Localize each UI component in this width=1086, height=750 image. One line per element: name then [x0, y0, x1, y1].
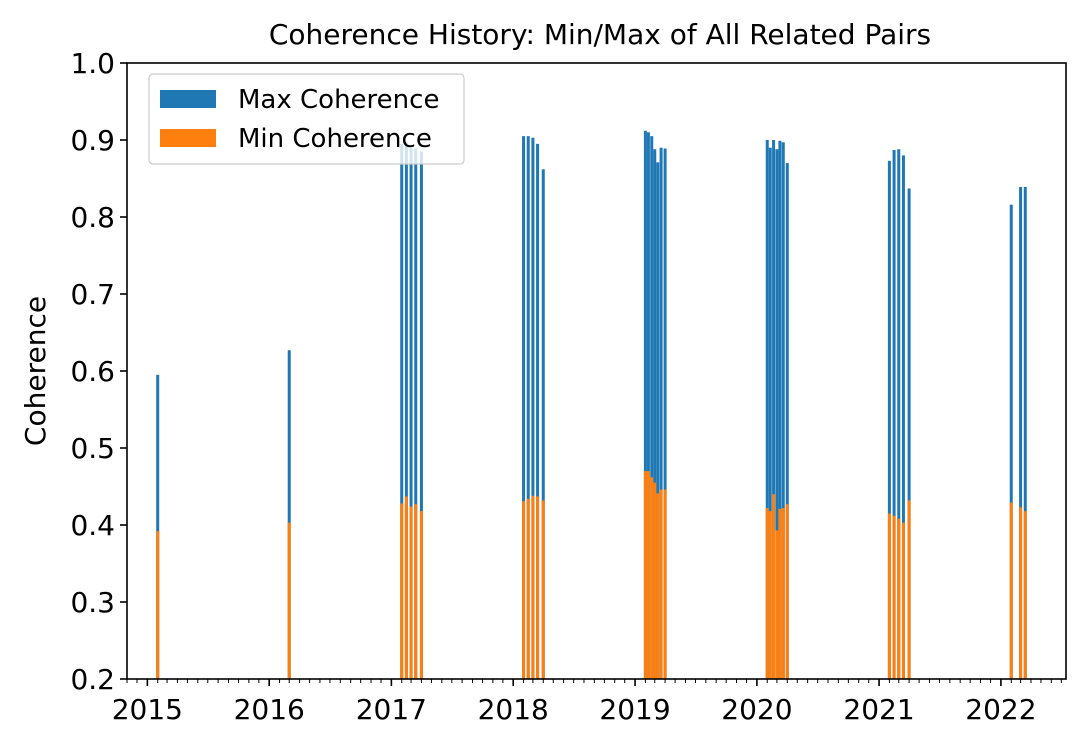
- bar-min-coherence-13: [646, 471, 650, 679]
- x-tick-label: 2017: [356, 693, 427, 726]
- bar-min-coherence-14: [650, 477, 654, 679]
- bar-max-coherence-4: [409, 147, 413, 679]
- bar-max-coherence-14: [650, 136, 654, 679]
- legend-label-min-coherence: Min Coherence: [238, 124, 432, 154]
- bar-min-coherence-16: [656, 493, 660, 679]
- bar-max-coherence-27: [892, 150, 896, 679]
- legend-swatch-min-coherence: [160, 129, 216, 147]
- bar-min-coherence-6: [419, 511, 423, 679]
- bar-max-coherence-12: [643, 130, 647, 679]
- bar-max-coherence-19: [765, 140, 769, 679]
- legend-label-max-coherence: Max Coherence: [238, 85, 439, 115]
- chart-title: Coherence History: Min/Max of All Relate…: [269, 18, 931, 51]
- y-tick-label: 0.2: [70, 663, 115, 696]
- bar-min-coherence-18: [663, 489, 667, 679]
- y-tick-label: 0.5: [70, 432, 115, 465]
- bar-max-coherence-3: [404, 142, 408, 679]
- bar-max-coherence-28: [897, 149, 901, 680]
- bar-min-coherence-22: [775, 530, 779, 679]
- bar-max-coherence-7: [522, 136, 526, 679]
- bar-max-coherence-1: [287, 350, 291, 679]
- bar-min-coherence-0: [156, 531, 160, 679]
- y-tick-label: 0.9: [70, 124, 115, 157]
- bar-max-coherence-21: [772, 140, 776, 679]
- bar-min-coherence-7: [522, 501, 526, 679]
- bar-max-coherence-6: [419, 151, 423, 680]
- legend-swatch-max-coherence: [160, 90, 216, 108]
- bar-min-coherence-24: [781, 508, 785, 679]
- bar-max-coherence-16: [656, 162, 660, 679]
- bar-max-coherence-10: [536, 143, 540, 680]
- bar-max-coherence-22: [775, 149, 779, 680]
- bar-max-coherence-13: [646, 132, 650, 680]
- bars-layer: [156, 130, 1027, 680]
- x-tick-label: 2018: [478, 693, 549, 726]
- x-tick-label: 2022: [965, 693, 1036, 726]
- x-tick-label: 2015: [112, 693, 183, 726]
- bar-min-coherence-2: [400, 503, 404, 679]
- bar-max-coherence-30: [907, 188, 911, 679]
- bar-min-coherence-15: [653, 482, 657, 679]
- y-tick-label: 0.8: [70, 201, 115, 234]
- bar-max-coherence-17: [659, 147, 663, 679]
- bar-min-coherence-28: [897, 518, 901, 679]
- bar-min-coherence-20: [768, 511, 772, 679]
- bar-min-coherence-32: [1019, 507, 1023, 679]
- bar-min-coherence-12: [643, 471, 647, 679]
- y-tick-label: 0.7: [70, 278, 115, 311]
- bar-max-coherence-0: [156, 374, 160, 679]
- bar-max-coherence-26: [887, 160, 891, 680]
- bar-min-coherence-11: [541, 500, 545, 679]
- x-axis-ticks: 2015 2016 2017 2018 2019 2020 2021 2022: [112, 679, 1062, 726]
- legend-box: [148, 73, 465, 165]
- bar-max-coherence-11: [541, 169, 545, 679]
- x-tick-label: 2021: [843, 693, 914, 726]
- bar-min-coherence-21: [772, 494, 776, 679]
- y-tick-label: 0.6: [70, 355, 115, 388]
- y-axis-title: Coherence: [19, 296, 52, 446]
- bar-min-coherence-30: [907, 500, 911, 679]
- bar-max-coherence-29: [901, 155, 905, 679]
- bar-min-coherence-26: [887, 513, 891, 679]
- y-tick-label: 0.3: [70, 586, 115, 619]
- bar-min-coherence-33: [1023, 511, 1027, 679]
- bar-min-coherence-10: [536, 496, 540, 679]
- bar-max-coherence-2: [400, 143, 404, 680]
- bar-min-coherence-29: [901, 522, 905, 679]
- bar-min-coherence-31: [1009, 502, 1013, 679]
- bar-min-coherence-5: [414, 504, 418, 679]
- bar-min-coherence-3: [404, 496, 408, 679]
- bar-max-coherence-20: [768, 147, 772, 679]
- bar-max-coherence-33: [1023, 186, 1027, 679]
- bar-max-coherence-23: [778, 140, 782, 679]
- bar-max-coherence-31: [1009, 204, 1013, 679]
- legend: Max Coherence Min Coherence: [148, 73, 465, 165]
- y-tick-label: 1.0: [70, 47, 115, 80]
- bar-min-coherence-1: [287, 522, 291, 679]
- x-tick-label: 2020: [721, 693, 792, 726]
- bar-min-coherence-8: [526, 498, 530, 679]
- y-tick-label: 0.4: [70, 509, 115, 542]
- x-tick-label: 2019: [599, 693, 670, 726]
- bar-min-coherence-25: [785, 504, 789, 679]
- bar-min-coherence-4: [409, 506, 413, 679]
- bar-max-coherence-24: [781, 142, 785, 679]
- bar-max-coherence-18: [663, 148, 667, 680]
- bar-max-coherence-9: [531, 137, 535, 679]
- bar-max-coherence-32: [1019, 186, 1023, 679]
- bar-max-coherence-8: [526, 136, 530, 679]
- plot-frame: [126, 62, 1067, 680]
- y-axis-ticks: 0.2 0.3 0.4 0.5 0.6 0.7 0.8 0.9 1.0: [70, 47, 127, 696]
- bar-min-coherence-9: [531, 495, 535, 679]
- bar-max-coherence-25: [785, 163, 789, 680]
- bar-max-coherence-5: [414, 148, 418, 680]
- bar-max-coherence-15: [653, 149, 657, 680]
- bar-min-coherence-17: [659, 489, 663, 679]
- bar-min-coherence-23: [778, 508, 782, 679]
- bar-min-coherence-27: [892, 515, 896, 679]
- x-tick-label: 2016: [234, 693, 305, 726]
- bar-min-coherence-19: [765, 508, 769, 679]
